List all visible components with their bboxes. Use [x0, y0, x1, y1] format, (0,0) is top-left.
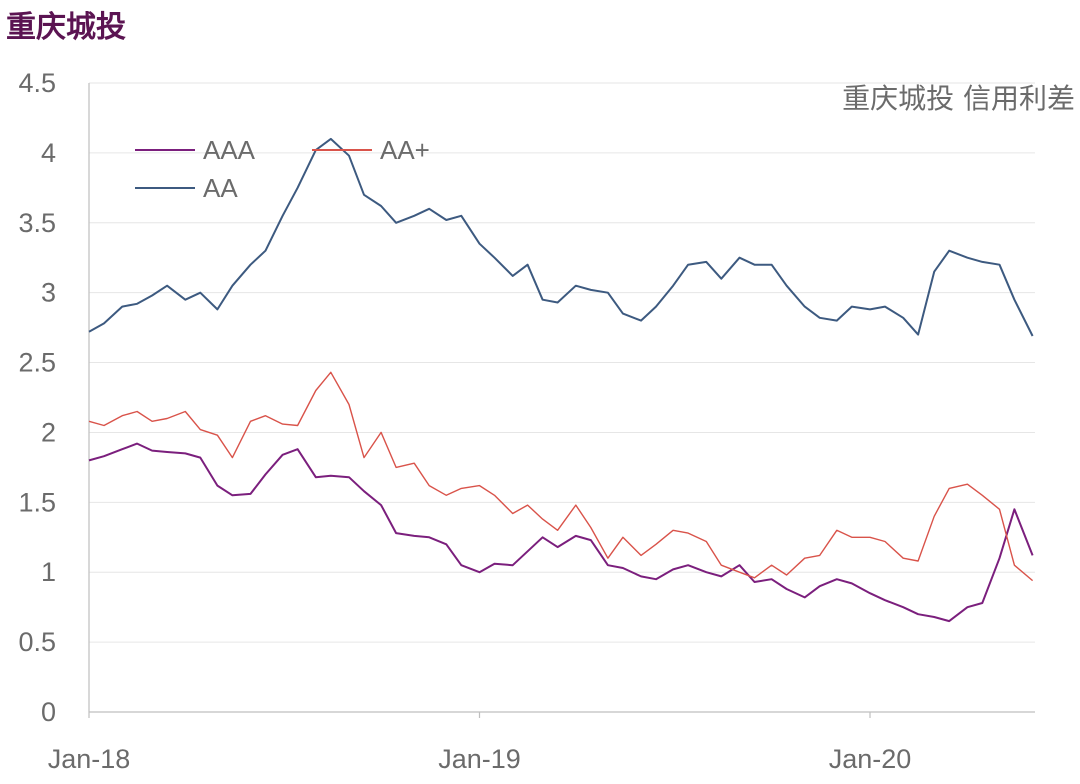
- legend-label: AAA: [203, 135, 256, 165]
- gridlines: [89, 82, 1035, 643]
- y-tick-labels: 0 0.5 1 1.5 2 2.5 3 3.5 4 4.5: [18, 68, 56, 727]
- y-tick-label: 4: [41, 138, 56, 168]
- y-tick-label: 3: [41, 278, 56, 308]
- y-tick-label: 2.5: [18, 348, 56, 378]
- series-lines: [88, 137, 1034, 623]
- series-line-aaa: [88, 442, 1034, 623]
- y-tick-label: 0.5: [18, 627, 56, 657]
- legend-label: AA+: [380, 135, 430, 165]
- y-tick-label: 1: [41, 557, 56, 587]
- x-tick-label: Jan-19: [438, 744, 521, 774]
- y-tick-label: 1.5: [18, 487, 56, 517]
- y-tick-label: 0: [41, 697, 56, 727]
- legend-label: AA: [203, 173, 238, 203]
- legend: AAA AA+ AA: [135, 135, 430, 203]
- series-line-aa: [88, 137, 1034, 337]
- y-tick-label: 4.5: [18, 68, 56, 98]
- axes: [88, 83, 1035, 718]
- x-tick-label: Jan-20: [829, 744, 912, 774]
- series-line-aa-plus: [88, 371, 1034, 582]
- y-tick-label: 2: [41, 417, 56, 447]
- legend-item: AA+: [312, 135, 430, 165]
- legend-item: AA: [135, 173, 238, 203]
- x-tick-labels: Jan-18 Jan-19 Jan-20: [48, 744, 912, 774]
- x-tick-label: Jan-18: [48, 744, 131, 774]
- y-tick-label: 3.5: [18, 208, 56, 238]
- legend-item: AAA: [135, 135, 256, 165]
- chart-title: 重庆城投 信用利差: [842, 82, 1075, 115]
- page-title: 重庆城投: [6, 10, 126, 45]
